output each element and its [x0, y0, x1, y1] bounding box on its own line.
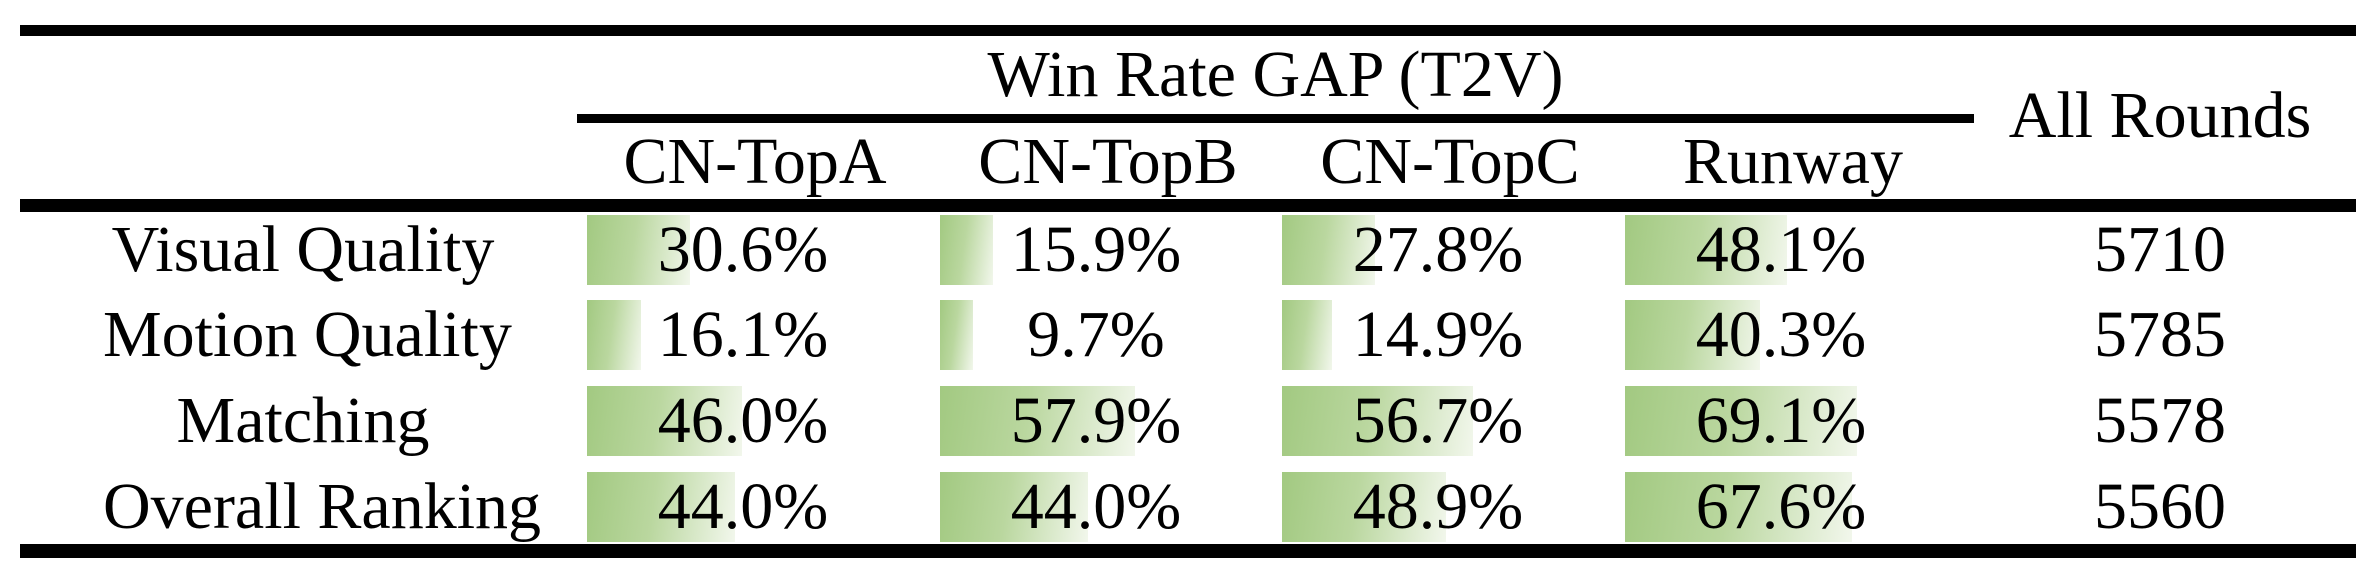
win-rate-value: 48.1% [1695, 213, 1867, 286]
win-rate-value: 40.3% [1695, 298, 1867, 371]
win-rate-value: 44.0% [657, 470, 829, 543]
win-rate-value: 15.9% [1010, 213, 1182, 286]
win-rate-bar [1282, 472, 1446, 542]
column-header-runway: Runway [1683, 125, 1903, 198]
win-rate-bar [940, 300, 973, 370]
win-rate-value: 56.7% [1352, 384, 1524, 457]
win-rate-value: 46.0% [657, 384, 829, 457]
cell-motion-quality-runway: 40.3% [1625, 300, 1961, 370]
cell-visual-quality-cn-topb: 15.9% [940, 215, 1276, 285]
row-label-motion-quality: Motion Quality [103, 298, 512, 371]
win-rate-bar [587, 472, 735, 542]
cell-motion-quality-all-rounds: 5785 [2094, 298, 2226, 371]
cell-overall-ranking-runway: 67.6% [1625, 472, 1961, 542]
header-body-separator-rule [20, 199, 2356, 212]
win-rate-value: 14.9% [1352, 298, 1524, 371]
cell-matching-cn-topb: 57.9% [940, 386, 1276, 456]
win-rate-value: 27.8% [1352, 213, 1524, 286]
cell-visual-quality-all-rounds: 5710 [2094, 213, 2226, 286]
win-rate-bar [1625, 386, 1857, 456]
win-rate-bar [940, 386, 1135, 456]
cell-motion-quality-cn-topc: 14.9% [1282, 300, 1618, 370]
cell-matching-all-rounds: 5578 [2094, 384, 2226, 457]
win-rate-value: 48.9% [1352, 470, 1524, 543]
group-header-rule [577, 114, 1974, 123]
row-label-overall-ranking: Overall Ranking [103, 470, 542, 543]
win-rate-bar [587, 215, 690, 285]
win-rate-bar [587, 386, 742, 456]
win-rate-value: 67.6% [1695, 470, 1867, 543]
win-rate-value: 44.0% [1010, 470, 1182, 543]
cell-overall-ranking-cn-topa: 44.0% [587, 472, 923, 542]
cell-overall-ranking-all-rounds: 5560 [2094, 470, 2226, 543]
win-rate-bar [1625, 472, 1852, 542]
win-rate-bar [1625, 300, 1760, 370]
cell-visual-quality-runway: 48.1% [1625, 215, 1961, 285]
cell-visual-quality-cn-topc: 27.8% [1282, 215, 1618, 285]
win-rate-value: 30.6% [657, 213, 829, 286]
cell-matching-runway: 69.1% [1625, 386, 1961, 456]
column-header-cn-topb: CN-TopB [978, 125, 1238, 198]
win-rate-bar [940, 215, 993, 285]
column-header-cn-topc: CN-TopC [1320, 125, 1580, 198]
cell-overall-ranking-cn-topb: 44.0% [940, 472, 1276, 542]
cell-matching-cn-topc: 56.7% [1282, 386, 1618, 456]
column-header-cn-topa: CN-TopA [623, 125, 887, 198]
win-rate-value: 57.9% [1010, 384, 1182, 457]
group-header: Win Rate GAP (T2V) [987, 38, 1564, 111]
win-rate-bar [1282, 215, 1375, 285]
table-bottom-rule [20, 544, 2356, 558]
table-top-rule [20, 25, 2356, 36]
cell-motion-quality-cn-topa: 16.1% [587, 300, 923, 370]
cell-visual-quality-cn-topa: 30.6% [587, 215, 923, 285]
win-rate-bar [587, 300, 641, 370]
all-rounds-column-header: All Rounds [2008, 79, 2312, 152]
win-rate-bar [1282, 386, 1473, 456]
cell-motion-quality-cn-topb: 9.7% [940, 300, 1276, 370]
row-label-visual-quality: Visual Quality [111, 213, 495, 286]
win-rate-bar [1282, 300, 1332, 370]
cell-overall-ranking-cn-topc: 48.9% [1282, 472, 1618, 542]
cell-matching-cn-topa: 46.0% [587, 386, 923, 456]
win-rate-value: 69.1% [1695, 384, 1867, 457]
row-label-matching: Matching [176, 384, 430, 457]
win-rate-bar [940, 472, 1088, 542]
win-rate-value: 9.7% [1027, 298, 1165, 371]
win-rate-bar [1625, 215, 1787, 285]
win-rate-value: 16.1% [657, 298, 829, 371]
